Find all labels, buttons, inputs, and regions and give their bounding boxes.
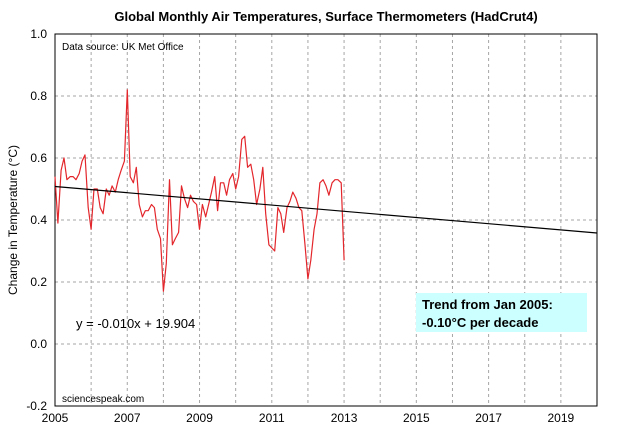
x-tick-label: 2019	[548, 411, 575, 425]
x-tick-label: 2005	[42, 411, 69, 425]
x-tick-label: 2013	[331, 411, 358, 425]
trend-box	[416, 293, 587, 332]
x-tick-label: 2017	[475, 411, 502, 425]
y-axis-label: Change in Temperature (°C)	[6, 145, 20, 295]
x-tick-label: 2011	[259, 411, 285, 425]
trend-box-line1: Trend from Jan 2005:	[422, 297, 553, 312]
chart-title: Global Monthly Air Temperatures, Surface…	[114, 9, 537, 24]
trend-box-line2: -0.10°C per decade	[422, 315, 538, 330]
y-tick-label: 1.0	[30, 27, 47, 41]
x-tick-label: 2009	[186, 411, 213, 425]
y-tick-label: 0.4	[30, 213, 47, 227]
plot-border	[54, 33, 598, 407]
series-group	[54, 89, 598, 292]
x-axis: 2005 2007 2009 2011 2013 2015 2017 2019	[42, 411, 575, 425]
y-tick-label: 0.6	[30, 151, 47, 165]
y-tick-label: -0.2	[26, 399, 47, 413]
y-tick-label: 0.8	[30, 89, 47, 103]
x-tick-label: 2007	[114, 411, 141, 425]
y-axis: 1.0 0.8 0.6 0.4 0.2 0.0 -0.2	[26, 27, 47, 413]
y-tick-label: 0.0	[30, 337, 47, 351]
trend-line	[54, 185, 598, 234]
credit-note: sciencespeak.com	[62, 394, 144, 405]
temperature-series-line	[54, 89, 345, 292]
trend-equation: y = -0.010x + 19.904	[76, 316, 195, 331]
data-source-note: Data source: UK Met Office	[62, 42, 184, 53]
y-tick-label: 0.2	[30, 275, 47, 289]
x-tick-label: 2015	[403, 411, 430, 425]
